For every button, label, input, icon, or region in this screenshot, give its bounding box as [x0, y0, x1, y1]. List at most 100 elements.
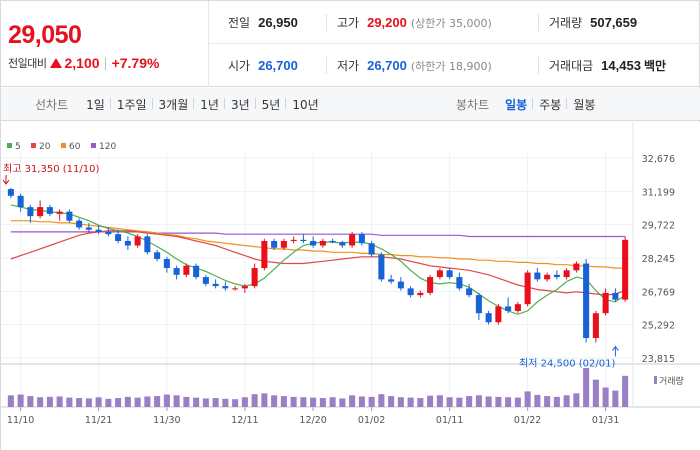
- volume-bar: [85, 398, 92, 407]
- period-3m[interactable]: 3개월: [151, 96, 195, 113]
- volume-bar: [27, 396, 34, 407]
- candle-body: [466, 288, 473, 296]
- candle-body: [261, 240, 268, 269]
- candle-body: [212, 283, 219, 287]
- candle-body: [251, 268, 258, 287]
- candle-body: [154, 252, 161, 260]
- candle-body: [163, 259, 170, 269]
- candle-body: [280, 240, 287, 248]
- y-tick-label: 31,199: [642, 187, 675, 198]
- period-1y[interactable]: 1년: [193, 96, 225, 113]
- candle-body: [368, 243, 375, 255]
- volume-bar: [456, 397, 463, 407]
- volume-bar: [622, 375, 629, 407]
- volume-bar: [583, 368, 590, 407]
- volume-bar: [251, 394, 258, 407]
- volume-bar: [475, 395, 482, 407]
- candle-body: [583, 263, 590, 339]
- stats-divider: [326, 57, 327, 74]
- volume-bar: [261, 393, 268, 407]
- volume-bar: [329, 397, 336, 407]
- volume-bar: [573, 393, 580, 407]
- low-price: 저가 26,700 (하한가 18,900): [337, 44, 492, 87]
- volume-bar: [378, 394, 385, 407]
- candle-body: [27, 207, 34, 217]
- volume-bar: [193, 397, 200, 407]
- volume-bar: [495, 396, 502, 407]
- candle-body: [534, 272, 541, 280]
- period-3y[interactable]: 3년: [223, 96, 256, 113]
- low-value: 26,700: [367, 58, 407, 73]
- trading-value-stat: 거래대금 14,453 백만: [549, 44, 666, 87]
- stats-row-2: 시가 26,700 저가 26,700 (하한가 18,900) 거래대금 14…: [209, 44, 700, 87]
- volume-bar: [300, 397, 307, 407]
- change-separator: |: [103, 56, 108, 70]
- volume-bar: [163, 394, 170, 407]
- volume-bars: [7, 368, 629, 407]
- candle-chart-label[interactable]: 봉차트: [456, 98, 490, 112]
- volume-bar: [17, 394, 24, 407]
- volume-bar: [349, 395, 356, 407]
- candle-body: [271, 240, 278, 248]
- volume-bar: [56, 396, 63, 407]
- candle-body: [407, 288, 414, 296]
- candle-body: [46, 207, 53, 214]
- x-tick-label: 12/20: [299, 415, 326, 426]
- price-stats: 전일 26,950 고가 29,200 (상한가 35,000) 거래량 507…: [209, 1, 700, 87]
- max-price-annotation: 최고 31,350 (11/10): [3, 163, 99, 175]
- prev-close: 전일 26,950: [228, 1, 298, 44]
- legend-swatch-120: [91, 143, 96, 148]
- candle-body: [290, 239, 297, 241]
- volume-bar: [202, 398, 209, 407]
- volume-bar: [134, 397, 141, 407]
- current-price: 29,050: [8, 21, 82, 49]
- candle-body: [300, 239, 307, 241]
- volume-value: 507,659: [590, 15, 638, 30]
- y-tick-label: 29,722: [642, 221, 675, 232]
- volume-bar: [183, 396, 190, 407]
- line-chart-label[interactable]: 선차트: [35, 98, 69, 112]
- x-tick-label: 12/11: [231, 415, 258, 426]
- y-tick-label: 26,769: [642, 287, 675, 298]
- ma120-line: [10, 231, 626, 238]
- period-5y[interactable]: 5년: [254, 96, 287, 113]
- chart-toolbar: 선차트 1일 1주일 3개월 1년 3년 5년 10년 봉차트 일봉 주봉 월봉: [1, 88, 700, 121]
- candles: [7, 187, 629, 343]
- candle-body: [563, 270, 570, 278]
- volume-bar: [427, 395, 434, 407]
- stats-divider: [538, 57, 539, 74]
- change-label: 전일대비: [8, 57, 47, 70]
- volume-bar: [339, 398, 346, 407]
- candle-body: [436, 270, 443, 278]
- candle-body: [105, 231, 112, 235]
- candle-monthly[interactable]: 월봉: [566, 96, 601, 113]
- volume-bar: [46, 396, 53, 407]
- candle-body: [241, 286, 248, 289]
- period-1d[interactable]: 1일: [86, 98, 105, 112]
- candle-body: [592, 313, 599, 339]
- candle-body: [417, 292, 424, 296]
- stats-row-1: 전일 26,950 고가 29,200 (상한가 35,000) 거래량 507…: [209, 1, 700, 44]
- candle-body: [485, 313, 492, 323]
- candle-body: [144, 236, 151, 253]
- period-10y[interactable]: 10년: [285, 96, 324, 113]
- candle-body: [173, 268, 180, 275]
- candle-body: [505, 306, 512, 311]
- min-price-annotation: 최저 24,500 (02/01): [519, 358, 615, 370]
- volume-bar: [514, 397, 521, 407]
- candle-weekly[interactable]: 주봉: [532, 96, 567, 113]
- x-tick-label: 11/10: [7, 415, 34, 426]
- stats-divider: [326, 14, 327, 31]
- prev-close-label: 전일: [228, 16, 251, 30]
- legend-label-60: 60: [69, 142, 81, 152]
- change-amount: 2,100: [64, 55, 100, 71]
- period-1w[interactable]: 1주일: [109, 96, 153, 113]
- candle-daily[interactable]: 일봉: [505, 98, 528, 112]
- volume-bar: [563, 395, 570, 407]
- legend-swatch-60: [61, 143, 66, 148]
- volume-label: 거래량: [549, 16, 583, 30]
- candle-body: [388, 279, 395, 282]
- candle-body: [573, 263, 580, 271]
- volume-bar: [602, 387, 609, 407]
